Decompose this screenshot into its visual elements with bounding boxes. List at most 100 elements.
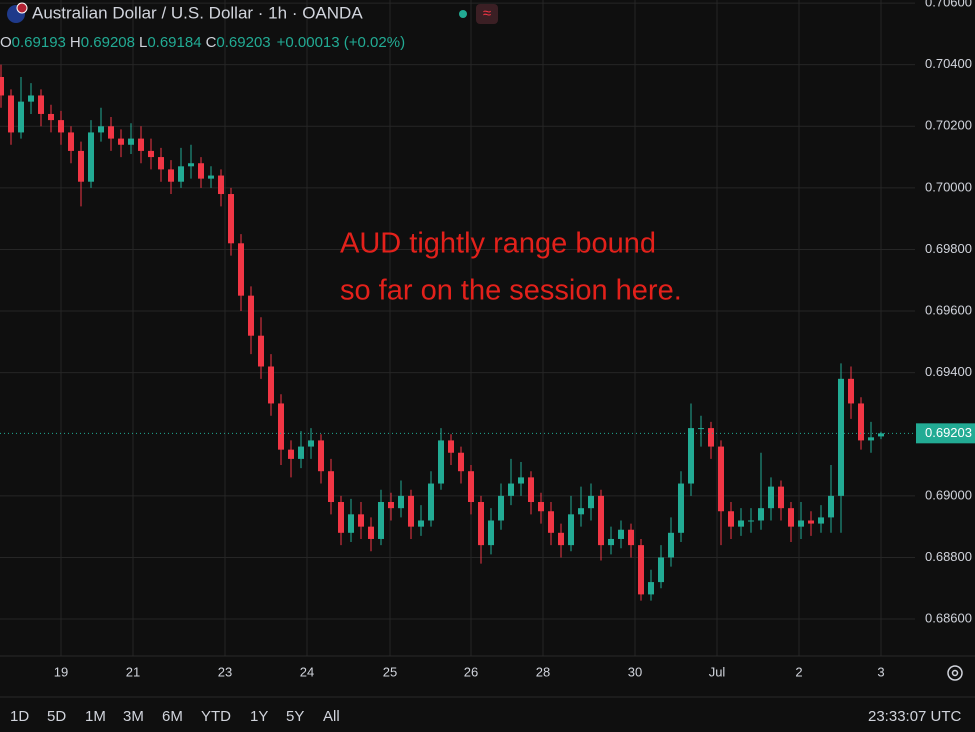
symbol-title: Australian Dollar / U.S. Dollar · 1h · O…	[32, 3, 363, 22]
range-button[interactable]: 5D	[47, 708, 66, 725]
last-price-box	[916, 423, 975, 444]
candle-body	[258, 335, 264, 367]
gear-ring	[947, 665, 963, 681]
range-button[interactable]: 1M	[85, 708, 106, 725]
ohlc-value: 0.69193	[12, 34, 66, 51]
candle-body	[18, 101, 24, 133]
range-button[interactable]: YTD	[201, 708, 231, 725]
candle-body	[518, 477, 524, 484]
candle-body	[268, 366, 274, 404]
candle-body	[818, 517, 824, 524]
candle-body	[68, 132, 74, 151]
candle-body	[338, 502, 344, 533]
candle-body	[178, 166, 184, 182]
x-tick-label: 26	[464, 664, 478, 679]
candle-body	[48, 113, 54, 121]
candle-body	[198, 163, 204, 179]
candle-body	[248, 295, 254, 336]
badge-icon: ≈	[483, 5, 491, 22]
range-button[interactable]: 3M	[123, 708, 144, 725]
candle-body	[678, 483, 684, 533]
candle-body	[348, 514, 354, 533]
range-button[interactable]: 1Y	[250, 708, 268, 725]
candle-body	[318, 440, 324, 472]
candle-body	[398, 495, 404, 509]
y-tick-label: 0.70600	[925, 0, 972, 10]
header: Australian Dollar / U.S. Dollar · 1h · O…	[0, 2, 498, 51]
candle-body	[88, 132, 94, 182]
candle-body	[508, 483, 514, 496]
x-tick-label: 24	[300, 664, 314, 679]
candle-body	[468, 471, 474, 503]
candle-body	[378, 502, 384, 539]
ohlc-key: O	[0, 34, 12, 51]
candle-body	[228, 194, 234, 244]
candle-body	[438, 440, 444, 484]
ohlc-value: 0.69184	[147, 34, 201, 51]
candle-body	[778, 486, 784, 509]
candle-body	[848, 378, 854, 404]
candle-body	[748, 520, 754, 522]
candle-body	[638, 545, 644, 595]
candle-body	[168, 169, 174, 182]
candle-body	[758, 508, 764, 521]
candle-body	[0, 76, 4, 96]
gear-hub	[951, 669, 959, 677]
y-tick-label: 0.68800	[925, 549, 972, 564]
candle-body	[608, 538, 614, 546]
candle-body	[188, 163, 194, 167]
x-tick-label: 30	[628, 664, 642, 679]
candle-body	[768, 486, 774, 509]
candles	[0, 64, 884, 601]
candle-body	[358, 514, 364, 527]
y-tick-label: 0.69400	[925, 364, 972, 379]
candle-body	[58, 120, 64, 133]
y-tick-label: 0.69800	[925, 241, 972, 256]
y-tick-label: 0.69000	[925, 487, 972, 502]
candle-body	[628, 529, 634, 546]
candle-body	[98, 126, 104, 133]
range-button[interactable]: 5Y	[286, 708, 304, 725]
x-tick-label: 19	[54, 664, 68, 679]
ohlc-value: 0.69208	[81, 34, 135, 51]
candle-body	[118, 138, 124, 145]
candle-body	[138, 138, 144, 151]
ohlc-key: L	[139, 34, 147, 51]
candle-body	[808, 520, 814, 524]
settings-icon[interactable]	[947, 665, 963, 681]
candle-body	[878, 433, 884, 437]
candle-body	[648, 582, 654, 595]
candle-body	[798, 520, 804, 527]
range-button[interactable]: 6M	[162, 708, 183, 725]
candle-body	[528, 477, 534, 503]
range-button[interactable]: All	[323, 708, 340, 725]
ohlc-key: H	[70, 34, 81, 51]
ohlc-value: 0.69203	[216, 34, 270, 51]
candle-body	[668, 532, 674, 558]
candle-body	[688, 428, 694, 484]
candle-body	[448, 440, 454, 453]
candle-body	[108, 126, 114, 139]
y-tick-label: 0.70000	[925, 179, 972, 194]
y-tick-label: 0.69600	[925, 302, 972, 317]
x-tick-label: 3	[877, 664, 884, 679]
y-tick-label: 0.70400	[925, 56, 972, 71]
range-button[interactable]: 1D	[10, 708, 29, 725]
flag-icon-us	[16, 2, 28, 14]
candle-body	[328, 471, 334, 503]
candle-body	[478, 502, 484, 546]
clock: 23:33:07 UTC	[868, 708, 962, 725]
candle-body	[548, 511, 554, 533]
candle-body	[8, 95, 14, 133]
candle-body	[158, 157, 164, 170]
candle-body	[388, 502, 394, 509]
ohlc-key: C	[206, 34, 217, 51]
candle-body	[868, 437, 874, 441]
candle-body	[208, 175, 214, 179]
candle-body	[28, 95, 34, 102]
candle-body	[568, 514, 574, 546]
candle-body	[538, 502, 544, 512]
grid	[0, 0, 915, 656]
ohlc-row: O0.69193 H0.69208 L0.69184 C0.69203 +0.00013…	[0, 34, 405, 51]
